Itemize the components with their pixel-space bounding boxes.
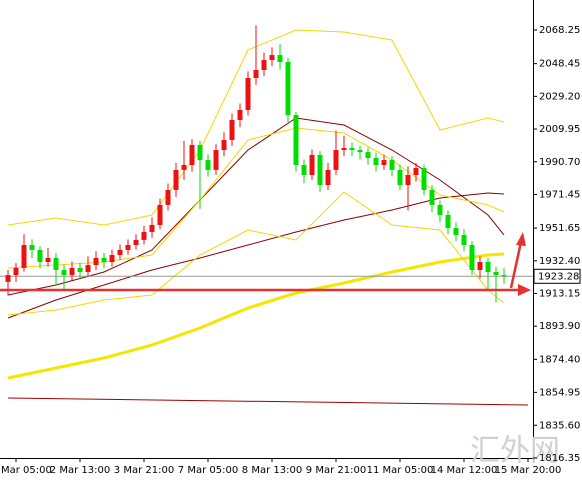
candle-body xyxy=(5,275,11,282)
watermark: 汇外网 xyxy=(470,434,560,469)
candle-body xyxy=(109,255,115,262)
x-tick-label: 15 Mar 20:00 xyxy=(495,465,562,476)
candle-body xyxy=(85,265,91,273)
y-tick-label: 1951.65 xyxy=(539,223,580,234)
indicator-line xyxy=(7,397,529,406)
candle-body xyxy=(341,147,347,151)
candle-body xyxy=(125,245,131,250)
y-tick-label: 2048.45 xyxy=(539,59,580,70)
candle-body xyxy=(421,168,427,190)
candle-body xyxy=(93,257,99,266)
candle-body xyxy=(205,160,211,170)
candle-body xyxy=(293,115,299,165)
candle-body xyxy=(501,275,507,277)
candle-body xyxy=(173,169,179,190)
candle-body xyxy=(213,150,219,170)
x-tick-label: 14 Mar 12:00 xyxy=(431,465,498,476)
y-tick-label: 1835.60 xyxy=(539,420,580,431)
x-tick-label: 3 Mar 21:00 xyxy=(114,465,174,476)
y-tick-label: 2009.95 xyxy=(539,124,580,135)
candle-body xyxy=(277,55,283,63)
candle-body xyxy=(429,189,435,205)
candle-body xyxy=(405,175,411,186)
x-tick-label: 9 Mar 21:00 xyxy=(306,465,366,476)
indicator-line xyxy=(7,191,505,316)
candle-body xyxy=(61,269,67,276)
candle-body xyxy=(221,140,227,151)
x-tick-label: 11 Mar 05:00 xyxy=(367,465,434,476)
candle-body xyxy=(317,154,323,186)
candle-body xyxy=(245,77,251,110)
y-tick-label: 1854.95 xyxy=(539,387,580,398)
candle-body xyxy=(117,249,123,256)
level-arrow-head xyxy=(518,283,531,296)
candle-body xyxy=(53,257,59,270)
candle-body xyxy=(469,245,475,270)
y-tick-label: 1932.40 xyxy=(539,256,580,267)
candle-body xyxy=(229,119,235,141)
y-tick-label: 1913.15 xyxy=(539,289,580,300)
candle-body xyxy=(13,267,19,276)
candle-body xyxy=(325,169,331,186)
candle-body xyxy=(237,109,243,120)
candle-body xyxy=(461,234,467,246)
arrow-up xyxy=(509,241,523,289)
candle-body xyxy=(349,147,355,151)
x-tick-label: 8 Mar 13:00 xyxy=(242,465,302,476)
y-tick-label: 1816.35 xyxy=(539,453,580,464)
candle-body xyxy=(269,55,275,60)
y-tick-label: 1990.70 xyxy=(539,157,580,168)
candle-body xyxy=(69,267,75,276)
candle-body xyxy=(397,169,403,186)
plot-area xyxy=(0,25,533,406)
candle-body xyxy=(101,257,107,262)
candle-body xyxy=(157,204,163,225)
candle-body xyxy=(445,214,451,229)
candle-body xyxy=(21,245,27,268)
candle-body xyxy=(37,249,43,262)
candle-body xyxy=(29,245,35,250)
candle-body xyxy=(389,160,395,170)
y-tick-label: 1893.90 xyxy=(539,321,580,332)
candle-body xyxy=(45,257,51,262)
candle-body xyxy=(477,261,483,270)
candle-body xyxy=(413,168,419,176)
candle-body xyxy=(149,224,155,232)
arrow-head xyxy=(516,232,526,246)
y-tick-label: 2029.20 xyxy=(539,91,580,102)
candle-body xyxy=(301,164,307,176)
y-tick-label: 1874.40 xyxy=(539,354,580,365)
candle-body xyxy=(285,62,291,116)
candle-body xyxy=(181,164,187,170)
y-tick-label: 2068.25 xyxy=(539,25,580,36)
candle-body xyxy=(133,239,139,246)
candle-body xyxy=(77,267,83,273)
candle-body xyxy=(485,261,491,273)
x-tick-label: Mar 05:00 xyxy=(1,465,52,476)
candle-body xyxy=(261,59,267,71)
candle-body xyxy=(253,70,259,78)
candle-body xyxy=(453,228,459,235)
candle-body xyxy=(373,158,379,165)
indicator-line xyxy=(7,29,505,226)
last-price-label: 1923.28 xyxy=(538,271,579,282)
x-tick-label: 2 Mar 13:00 xyxy=(50,465,110,476)
candle-body xyxy=(365,152,371,159)
candle-body xyxy=(189,144,195,165)
candle-body xyxy=(141,231,147,240)
y-tick-label: 1971.45 xyxy=(539,189,580,200)
x-tick-label: 7 Mar 05:00 xyxy=(178,465,238,476)
candle-body xyxy=(197,144,203,161)
candle-body xyxy=(493,272,499,276)
candle-body xyxy=(309,154,315,176)
indicator-line xyxy=(7,252,505,380)
candle-body xyxy=(357,150,363,153)
last-price-box xyxy=(533,268,581,284)
candle-body xyxy=(437,204,443,215)
candle-body xyxy=(381,160,387,165)
candle-body xyxy=(165,189,171,205)
candle-body xyxy=(333,150,339,170)
